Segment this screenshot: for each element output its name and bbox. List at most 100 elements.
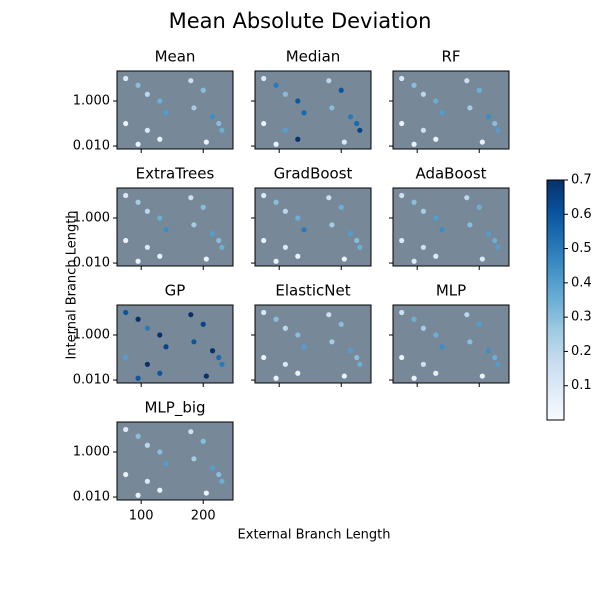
- point: [338, 204, 344, 210]
- panel-background: [254, 187, 372, 267]
- point: [357, 127, 363, 133]
- point: [144, 244, 150, 250]
- point: [261, 120, 267, 127]
- point: [123, 354, 129, 361]
- point: [216, 471, 222, 478]
- colorbar: [546, 179, 565, 421]
- point: [135, 316, 141, 322]
- point: [464, 195, 470, 201]
- point: [420, 208, 426, 214]
- point: [200, 87, 206, 93]
- point: [144, 91, 150, 97]
- panel-background: [392, 70, 510, 150]
- point: [216, 237, 222, 244]
- y-tick-label: 0.010: [73, 490, 110, 505]
- point: [282, 361, 288, 367]
- point: [479, 373, 485, 379]
- point: [219, 478, 225, 484]
- point: [123, 192, 129, 199]
- point: [433, 98, 439, 104]
- point: [123, 471, 129, 478]
- point: [144, 478, 150, 484]
- point: [188, 429, 194, 435]
- point: [326, 78, 332, 84]
- point: [295, 136, 301, 142]
- point: [399, 354, 405, 361]
- point: [411, 141, 417, 147]
- point: [261, 309, 267, 316]
- panel-background: [392, 187, 510, 267]
- point: [209, 114, 216, 120]
- y-tick-label: 1.000: [73, 328, 110, 343]
- point: [273, 316, 279, 322]
- point: [200, 204, 206, 210]
- point: [495, 127, 501, 133]
- point: [399, 237, 405, 244]
- point: [163, 344, 169, 350]
- colorbar-tick-label: 0.6: [571, 207, 592, 222]
- point: [135, 375, 141, 381]
- point: [420, 244, 426, 250]
- point: [282, 91, 288, 97]
- point: [492, 237, 498, 244]
- point: [144, 208, 150, 214]
- colorbar-tick-label: 0.3: [571, 310, 592, 325]
- point: [282, 208, 288, 214]
- y-tick-label: 1.000: [73, 445, 110, 460]
- point: [203, 373, 209, 379]
- y-tick-label: 0.010: [73, 373, 110, 388]
- point: [329, 222, 335, 228]
- point: [464, 312, 470, 318]
- point: [273, 141, 279, 147]
- point: [411, 82, 417, 88]
- point: [123, 426, 129, 433]
- point: [200, 321, 206, 327]
- point: [273, 258, 279, 264]
- point: [492, 354, 498, 361]
- colorbar-tick-label: 0.4: [571, 275, 592, 290]
- point: [433, 136, 439, 142]
- point: [191, 222, 197, 228]
- point: [433, 215, 439, 221]
- point: [439, 110, 445, 116]
- point: [439, 344, 445, 350]
- point: [219, 244, 225, 250]
- point: [479, 256, 485, 262]
- point: [135, 258, 141, 264]
- panel-background: [116, 70, 234, 150]
- panel-background: [116, 421, 234, 501]
- point: [144, 127, 150, 133]
- panel-title: AdaBoost: [415, 165, 486, 183]
- point: [399, 192, 405, 199]
- point: [485, 348, 492, 354]
- panel-background: [116, 304, 234, 384]
- point: [433, 370, 439, 376]
- point: [476, 204, 482, 210]
- point: [326, 195, 332, 201]
- point: [191, 339, 197, 345]
- point: [216, 354, 222, 361]
- point: [157, 487, 163, 493]
- point: [476, 87, 482, 93]
- point: [295, 370, 301, 376]
- colorbar-tick-label: 0.2: [571, 344, 592, 359]
- panel-background: [116, 187, 234, 267]
- point: [219, 361, 225, 367]
- point: [157, 370, 163, 376]
- point: [135, 199, 141, 205]
- point: [144, 361, 150, 367]
- point: [123, 237, 129, 244]
- panel-background: [392, 304, 510, 384]
- point: [282, 127, 288, 133]
- point: [163, 461, 169, 467]
- panel-title: GP: [165, 282, 186, 300]
- point: [157, 215, 163, 221]
- y-tick-label: 0.010: [73, 139, 110, 154]
- point: [347, 231, 354, 237]
- point: [485, 114, 492, 120]
- panel-title: MLP_big: [144, 399, 205, 418]
- point: [420, 91, 426, 97]
- point: [467, 339, 473, 345]
- point: [261, 237, 267, 244]
